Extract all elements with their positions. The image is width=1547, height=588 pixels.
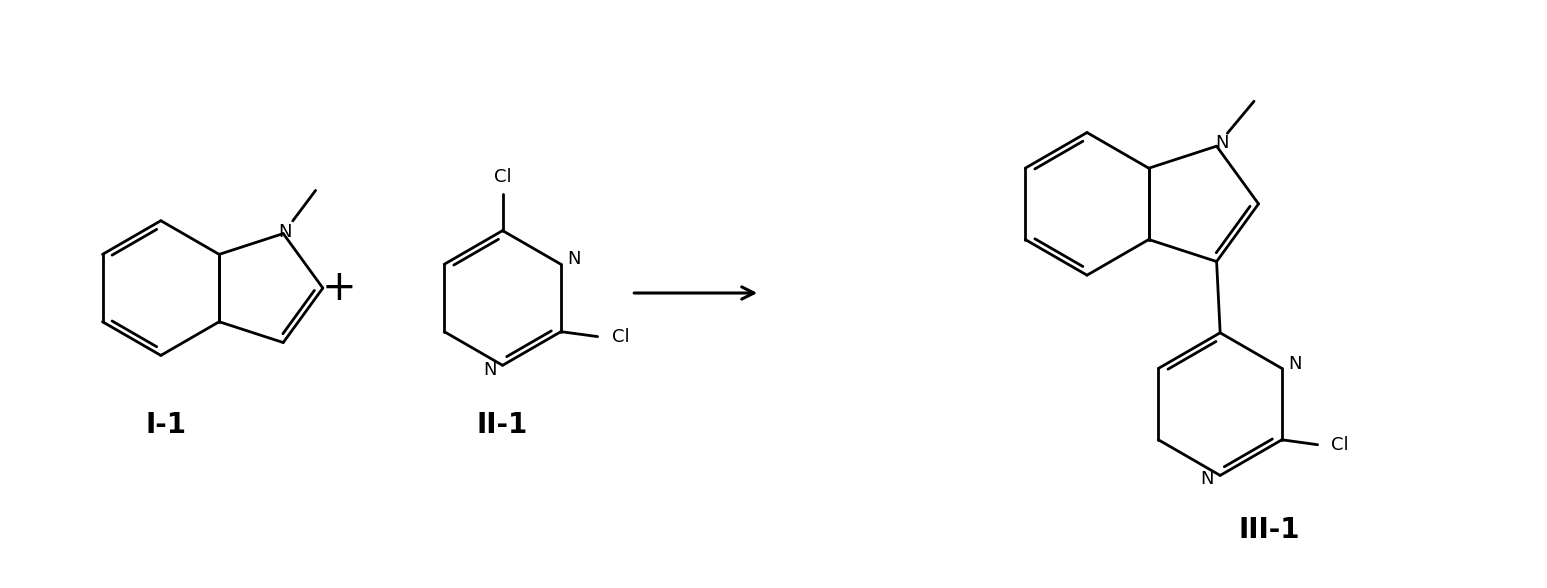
Text: +: + — [322, 267, 356, 309]
Text: II-1: II-1 — [476, 411, 528, 439]
Text: I-1: I-1 — [145, 411, 186, 439]
Text: N: N — [1214, 134, 1228, 152]
Text: N: N — [483, 361, 497, 379]
Text: III-1: III-1 — [1239, 516, 1301, 544]
Text: N: N — [1289, 356, 1301, 373]
Text: N: N — [278, 223, 292, 240]
Text: N: N — [1200, 470, 1214, 489]
Text: N: N — [568, 250, 580, 268]
Text: Cl: Cl — [1330, 436, 1347, 454]
Text: Cl: Cl — [611, 328, 630, 346]
Text: Cl: Cl — [493, 168, 512, 186]
